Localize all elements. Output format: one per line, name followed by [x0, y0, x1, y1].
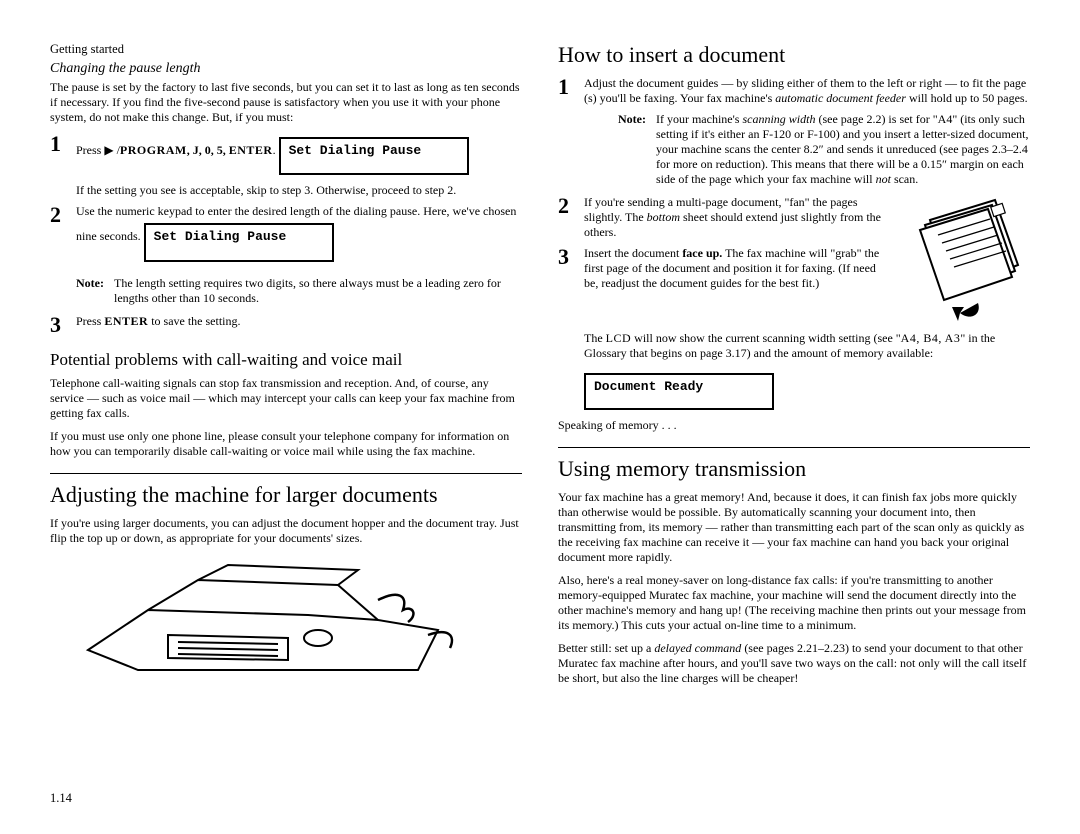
adjusting-body: If you're using larger documents, you ca…: [50, 516, 522, 546]
lcd-intro: The LCD will now show the current scanni…: [584, 331, 1030, 361]
lcd-display: Set Dialing Pause: [144, 223, 334, 261]
speaking-of-memory: Speaking of memory . . .: [558, 418, 1030, 433]
potential-p2: If you must use only one phone line, ple…: [50, 429, 522, 459]
note-label: Note:: [76, 276, 104, 306]
right-step-3: 3 Insert the document face up. The fax m…: [558, 246, 892, 291]
note-text: The length setting requires two digits, …: [114, 276, 522, 306]
memory-head: Using memory transmission: [558, 447, 1030, 482]
lcd-display: Document Ready: [584, 373, 774, 410]
note-label: Note:: [618, 112, 646, 187]
step-number: 3: [558, 246, 576, 291]
memory-p2: Also, here's a real money-saver on long-…: [558, 573, 1030, 633]
lcd-display: Set Dialing Pause: [279, 137, 469, 175]
insert-doc-head: How to insert a document: [558, 42, 1030, 68]
step-content: Use the numeric keypad to enter the desi…: [76, 204, 522, 269]
left-step-3: 3 Press ENTER to save the setting.: [50, 314, 522, 336]
right-step-1: 1 Adjust the document guides — by slidin…: [558, 76, 1030, 106]
adjusting-head: Adjusting the machine for larger documen…: [50, 473, 522, 508]
right-step1-note: Note: If your machine's scanning width (…: [618, 112, 1030, 187]
step-number: 1: [558, 76, 576, 106]
right-column: How to insert a document 1 Adjust the do…: [558, 42, 1030, 694]
fanned-pages-illustration: [900, 195, 1030, 325]
right-step-2: 2 If you're sending a multi-page documen…: [558, 195, 892, 240]
changing-pause-head: Changing the pause length: [50, 61, 522, 77]
chapter-head: Getting started: [50, 42, 522, 57]
step-2-note: Note: The length setting requires two di…: [76, 276, 522, 306]
memory-p1: Your fax machine has a great memory! And…: [558, 490, 1030, 565]
step-number: 2: [558, 195, 576, 240]
step-content: Insert the document face up. The fax mac…: [584, 246, 892, 291]
note-text: If your machine's scanning width (see pa…: [656, 112, 1030, 187]
step-content: Adjust the document guides — by sliding …: [584, 76, 1030, 106]
left-column: Getting started Changing the pause lengt…: [50, 42, 522, 694]
step-number: 1: [50, 133, 68, 198]
potential-p1: Telephone call-waiting signals can stop …: [50, 376, 522, 421]
step-1-followup: If the setting you see is acceptable, sk…: [76, 183, 522, 198]
left-step-1: 1 Press ▶ /PROGRAM, J, 0, 5, ENTER. Set …: [50, 133, 522, 198]
page-number: 1.14: [50, 791, 72, 806]
memory-p3: Better still: set up a delayed command (…: [558, 641, 1030, 686]
step-content: Press ▶ /PROGRAM, J, 0, 5, ENTER. Set Di…: [76, 133, 522, 198]
step-number: 2: [50, 204, 68, 269]
fax-machine-illustration: [78, 560, 458, 680]
changing-pause-body: The pause is set by the factory to last …: [50, 80, 522, 125]
potential-problems-head: Potential problems with call-waiting and…: [50, 350, 522, 370]
step-content: If you're sending a multi-page document,…: [584, 195, 892, 240]
left-step-2: 2 Use the numeric keypad to enter the de…: [50, 204, 522, 269]
step-content: Press ENTER to save the setting.: [76, 314, 522, 336]
step-number: 3: [50, 314, 68, 336]
